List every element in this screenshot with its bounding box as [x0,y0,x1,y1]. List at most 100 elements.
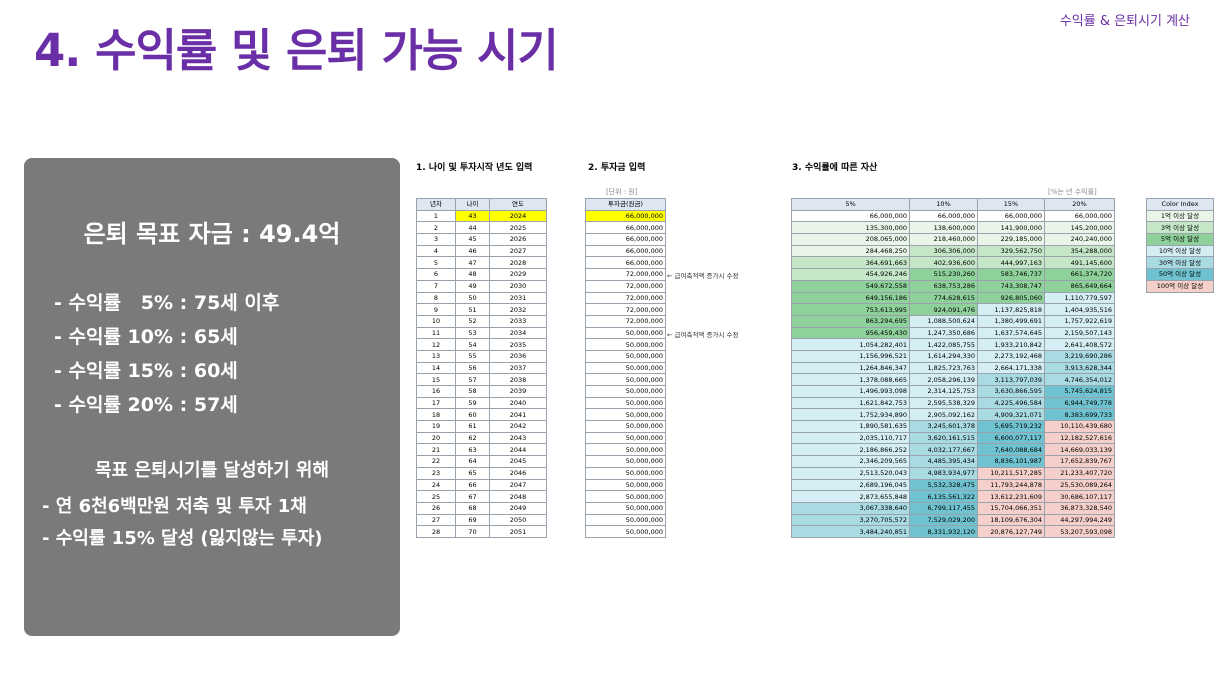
table-row: 50,000,000 [585,385,666,398]
table-cell: 72,000,000 [585,279,666,293]
table-row: 135,300,000 138,600,000 141,900,000 145,200… [791,221,1115,235]
table-cell: 50,000,000 [585,525,666,538]
table-cell: 10,211,517,285 [977,466,1045,480]
color-index-item: 10억 이상 달성 [1146,244,1214,258]
table-cell: 1,825,723,763 [909,361,978,375]
table-cell: 50,000,000 [585,349,666,363]
table-row: 50,000,000 [585,443,666,457]
table-row: 14 56 2037 [416,361,547,375]
table-cell: 66,000,000 [977,209,1045,223]
table-cell: 17,652,839,767 [1044,455,1115,468]
table-cell: 329,562,750 [977,244,1045,258]
table-cell: 47 [455,256,490,270]
bottom-line: - 연 6천6백만원 저축 및 투자 1채 [42,496,307,517]
table-cell: 1,137,825,818 [977,303,1045,316]
table-cell: 3,067,338,640 [791,501,910,515]
table-cell: 3,219,690,286 [1044,349,1115,363]
table-cell: 24 [416,478,456,492]
table-cell: 2028 [489,256,547,270]
table-cell: 2,689,196,045 [791,478,910,492]
retire-line: - 수익률 15% : 60세 [54,360,238,382]
table-cell: 3 [416,233,456,246]
table-cell: 50,000,000 [585,361,666,375]
table-cell: 2029 [489,268,547,281]
table-cell: 1,054,282,401 [791,338,910,351]
table-cell: 2042 [489,420,547,433]
table-cell: 63 [455,443,490,457]
table-row: 19 61 2042 [416,420,547,433]
table-cell: 865,649,664 [1044,279,1115,293]
column-header: 나이 [455,198,490,211]
table-cell: 284,468,250 [791,244,910,258]
table-cell: 1,088,500,624 [909,314,978,328]
table-row: 3,067,338,640 6,799,117,455 15,704,066,351… [791,501,1115,515]
table-row: 11 53 2034 [416,326,547,340]
table-cell: 3,484,240,851 [791,525,910,538]
table-row: 1,156,996,521 1,614,294,330 2,273,192,468 3… [791,349,1115,363]
table-cell: 2047 [489,478,547,492]
table-row: 364,691,663 402,936,600 444,997,163 491,145… [791,256,1115,270]
table-cell: 1,380,499,691 [977,314,1045,328]
age-year-table: 년차 나이 연도 1 43 2024 2 44 2025 3 45 2026 4 46 2027 5 47 202… [416,198,547,538]
table-cell: 2,513,520,043 [791,466,910,480]
table-cell: 59 [455,396,490,410]
table-cell: 141,900,000 [977,221,1045,235]
table-cell: 3,113,797,039 [977,373,1045,386]
table-row: 549,672,558 638,753,286 743,308,747 865,649… [791,279,1115,293]
table-cell: 402,936,600 [909,256,978,270]
table-cell: 515,230,260 [909,268,978,281]
table-row: 10 52 2033 [416,314,547,328]
table-cell: 3,913,628,344 [1044,361,1115,375]
table-cell: 66,000,000 [585,209,666,223]
table-row: 5억 이상 달성 [1146,233,1214,246]
table-cell: 3,245,601,378 [909,420,978,433]
table-cell: 21 [416,443,456,457]
table-cell: 4 [416,244,456,258]
table-cell: 138,600,000 [909,221,978,235]
table-cell: 8,383,699,733 [1044,408,1115,422]
table-row: 72,000,000 [585,303,666,316]
table-row: 1,054,282,401 1,422,085,755 1,933,210,842 2… [791,338,1115,351]
table-row: 208,065,000 218,460,000 229,185,000 240,240… [791,233,1115,246]
table-cell: 26 [416,501,456,515]
table-cell: 364,691,663 [791,256,910,270]
column-header: 10% [909,198,978,211]
summary-panel: 은퇴 목표 자금 : 49.4억 - 수익률 5% : 75세 이후 - 수익률… [24,158,400,636]
color-index-item: 3억 이상 달성 [1146,221,1214,235]
table-cell: 1,621,842,753 [791,396,910,410]
table-cell: 28 [416,525,456,538]
table-cell: 50,000,000 [585,396,666,410]
table-row: 72,000,000 [585,279,666,293]
table-row: 21 63 2044 [416,443,547,457]
table-row: 2,346,209,565 4,485,395,434 8,836,101,987 1… [791,455,1115,468]
table-cell: 66,000,000 [585,221,666,235]
table-cell: 2048 [489,490,547,503]
table-cell: 65 [455,466,490,480]
table-row: 50,000,000 [585,455,666,468]
table-cell: 218,460,000 [909,233,978,246]
table-cell: 491,145,600 [1044,256,1115,270]
retire-line: - 수익률 5% : 75세 이후 [54,292,280,314]
table-cell: 2026 [489,233,547,246]
table-cell: 50 [455,291,490,305]
column-header: 20% [1044,198,1115,211]
table-cell: 661,374,720 [1044,268,1115,281]
retire-line: - 수익률 10% : 65세 [54,326,238,348]
table-cell: 54 [455,338,490,351]
table-cell: 2,664,171,338 [977,361,1045,375]
table-cell: 2,641,408,572 [1044,338,1115,351]
table-cell: 306,306,000 [909,244,978,258]
table-cell: 44 [455,221,490,235]
table-cell: 67 [455,490,490,503]
header-row: 5% 10% 15% 20% [791,198,1115,211]
table-row: 50,000,000 [585,349,666,363]
table-cell: 3,270,705,572 [791,513,910,527]
color-index-item: 100억 이상 달성 [1146,279,1214,293]
table-cell: 5,532,328,475 [909,478,978,492]
table-cell: 2 [416,221,456,235]
page-title: 4. 수익률 및 은퇴 가능 시기 [34,24,559,77]
table-cell: 60 [455,408,490,422]
table-row: 2 44 2025 [416,221,547,235]
table-cell: 4,225,496,584 [977,396,1045,410]
table-cell: 2032 [489,303,547,316]
